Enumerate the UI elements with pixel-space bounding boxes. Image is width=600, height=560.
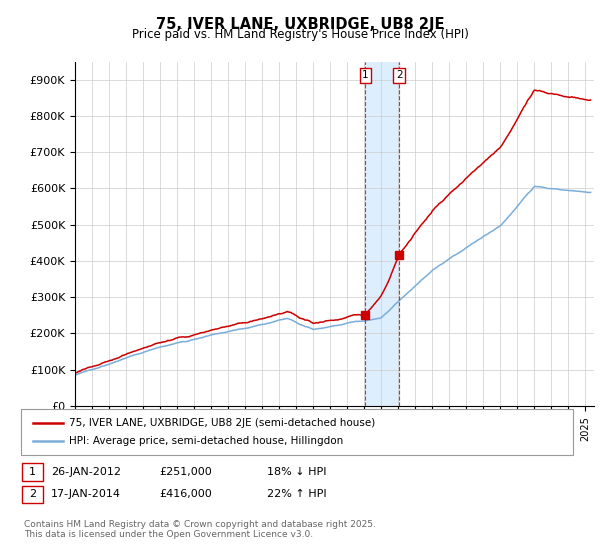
Text: 2: 2 [29, 489, 36, 499]
Text: HPI: Average price, semi-detached house, Hillingdon: HPI: Average price, semi-detached house,… [69, 436, 343, 446]
Text: £416,000: £416,000 [159, 489, 212, 499]
Text: 18% ↓ HPI: 18% ↓ HPI [267, 466, 326, 477]
Text: 1: 1 [29, 466, 36, 477]
Text: 2: 2 [396, 70, 403, 80]
Text: 75, IVER LANE, UXBRIDGE, UB8 2JE (semi-detached house): 75, IVER LANE, UXBRIDGE, UB8 2JE (semi-d… [69, 418, 375, 428]
Text: 1: 1 [362, 70, 369, 80]
Bar [365, 62, 399, 406]
Text: 75, IVER LANE, UXBRIDGE, UB8 2JE: 75, IVER LANE, UXBRIDGE, UB8 2JE [156, 17, 444, 32]
Text: 17-JAN-2014: 17-JAN-2014 [51, 489, 121, 499]
Text: 26-JAN-2012: 26-JAN-2012 [51, 466, 121, 477]
Text: £251,000: £251,000 [159, 466, 212, 477]
Text: 22% ↑ HPI: 22% ↑ HPI [267, 489, 326, 499]
Text: Price paid vs. HM Land Registry's House Price Index (HPI): Price paid vs. HM Land Registry's House … [131, 28, 469, 41]
Text: Contains HM Land Registry data © Crown copyright and database right 2025.
This d: Contains HM Land Registry data © Crown c… [24, 520, 376, 539]
